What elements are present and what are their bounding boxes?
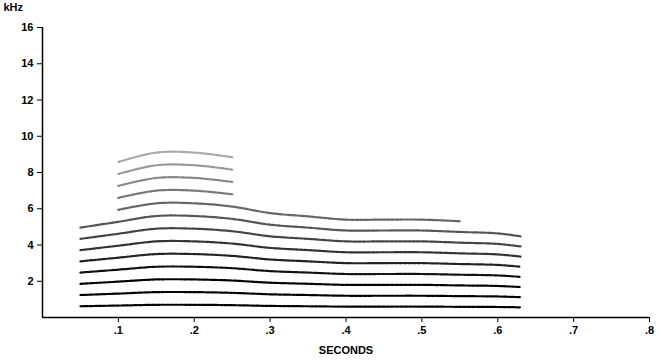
svg-text:14: 14	[21, 57, 34, 69]
svg-text:.4: .4	[341, 324, 351, 336]
svg-text:SECONDS: SECONDS	[319, 344, 373, 356]
svg-text:10: 10	[21, 130, 33, 142]
svg-text:.7: .7	[569, 324, 578, 336]
svg-text:12: 12	[21, 94, 33, 106]
svg-text:.5: .5	[417, 324, 426, 336]
svg-text:.6: .6	[493, 324, 502, 336]
svg-text:.2: .2	[190, 324, 199, 336]
svg-text:kHz: kHz	[4, 1, 24, 13]
svg-text:.8: .8	[645, 324, 654, 336]
svg-text:4: 4	[27, 239, 34, 251]
svg-text:.1: .1	[114, 324, 123, 336]
svg-text:8: 8	[27, 166, 33, 178]
svg-text:16: 16	[21, 21, 33, 33]
svg-text:2: 2	[27, 275, 33, 287]
svg-text:6: 6	[27, 202, 33, 214]
svg-text:.3: .3	[266, 324, 275, 336]
